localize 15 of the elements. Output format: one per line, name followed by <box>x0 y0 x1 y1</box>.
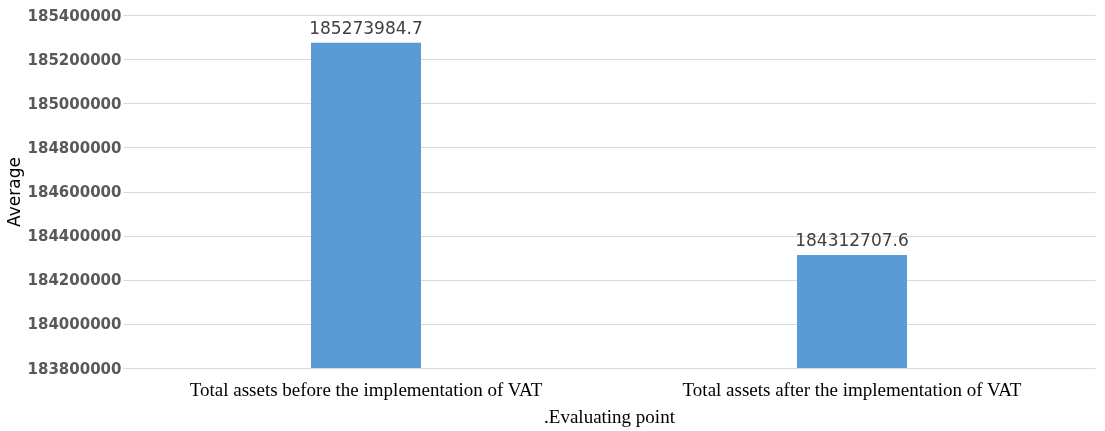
y-tick-label: 184400000 <box>27 227 122 246</box>
y-axis-title: Average <box>3 157 24 227</box>
x-tick-label: Total assets before the implementation of VAT <box>189 378 543 400</box>
y-tick-label: 185000000 <box>27 94 122 113</box>
y-tick-label: 183800000 <box>27 359 122 378</box>
x-axis-title: .Evaluating point <box>544 405 676 427</box>
data-label: 185273984.7 <box>309 17 423 38</box>
y-tick-label: 185400000 <box>27 6 122 25</box>
y-tick-label: 184600000 <box>27 183 122 201</box>
y-tick-label: 185200000 <box>27 50 122 69</box>
data-label: 184312707.6 <box>795 229 909 250</box>
y-tick-label: 184800000 <box>27 138 122 157</box>
y-tick-label: 184000000 <box>27 315 122 334</box>
y-tick-label: 184200000 <box>27 271 122 290</box>
x-tick-label: Total assets after the implementation of VAT <box>682 378 1022 400</box>
